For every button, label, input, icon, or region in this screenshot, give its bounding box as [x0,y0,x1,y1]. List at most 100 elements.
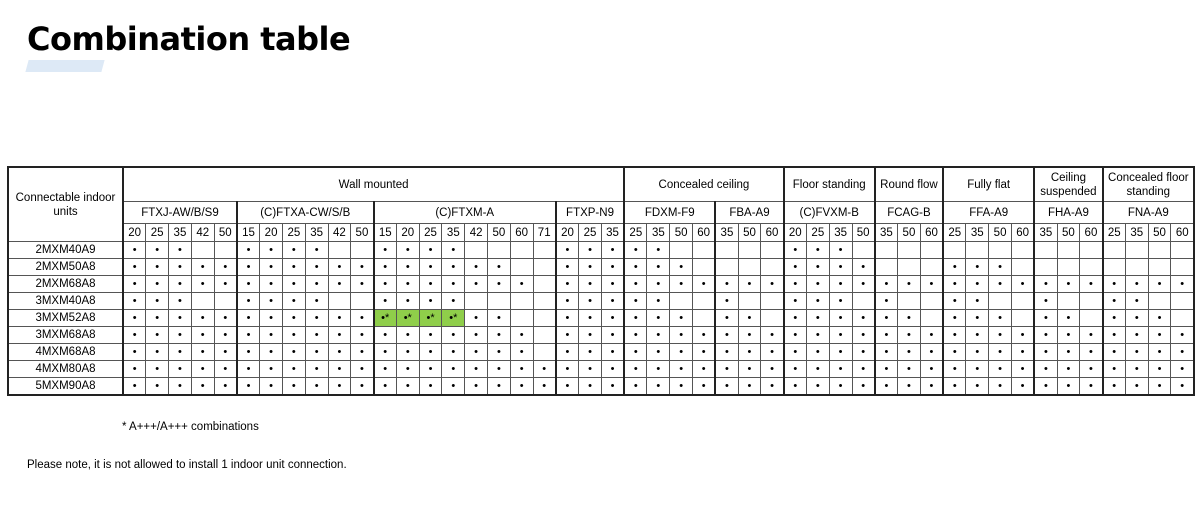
combination-cell: • [805,360,830,378]
category-header: Round flow [873,166,944,202]
size-header: 42 [327,223,352,242]
combination-cell: • [782,309,807,327]
combination-cell: • [372,258,397,276]
combination-cell: • [259,360,283,378]
table-row: 3MXM40A8 • • • • • • • • • • • • • • • • • • • • • • • • • • [7,292,1195,310]
combination-cell: • [122,377,147,396]
combination-cell: • [873,326,899,344]
combination-cell: • [646,275,671,293]
combination-cell: • [919,377,944,396]
combination-cell: • [304,241,329,259]
combination-cell: • [168,326,192,344]
combination-cell: • [669,309,694,327]
combination-cell: • [988,360,1012,378]
combination-cell: • [714,292,739,310]
combination-cell: • [168,343,192,361]
combination-cell: • [828,326,853,344]
combination-cell: • [828,258,853,276]
empty-cell [919,309,944,327]
combination-cell: • [782,292,807,310]
combination-cell: • [509,360,534,378]
title-underline-decoration [25,60,105,72]
combination-cell: • [1079,377,1104,396]
size-header: 35 [714,223,739,242]
combination-cell: • [782,377,807,396]
combination-cell: • [235,377,261,396]
combination-cell: • [623,241,648,259]
combination-cell: • [600,377,625,396]
empty-cell [1079,309,1104,327]
combination-cell: • [441,377,466,396]
combination-cell: • [487,309,511,327]
combination-cell: • [805,309,830,327]
combination-cell: • [805,275,830,293]
outdoor-unit-name: 3MXM52A8 [7,309,124,327]
model-header: FCAG-B [873,201,944,224]
model-header: FTXJ-AW/B/S9 [122,201,238,224]
combination-cell: • [919,360,944,378]
combination-cell: • [509,275,534,293]
row-header: Connectable indoor units [7,166,124,242]
model-header: FFA-A9 [942,201,1035,224]
combination-cell: • [509,377,534,396]
combination-cell: • [464,275,488,293]
page-title: Combination table [27,20,351,58]
combination-cell: • [554,258,580,276]
combination-cell: • [372,377,397,396]
combination-cell: • [168,292,192,310]
empty-cell [919,241,944,259]
combination-cell: • [578,309,602,327]
combination-cell: • [395,326,420,344]
combination-cell: • [281,326,306,344]
empty-cell [919,292,944,310]
empty-cell [1056,292,1081,310]
combination-cell: • [554,309,580,327]
combination-cell: • [304,343,329,361]
combination-cell: • [418,241,443,259]
combination-cell: • [168,309,192,327]
combination-cell: • [942,275,967,293]
combination-cell: • [464,258,488,276]
combination-cell: • [190,309,215,327]
empty-cell [1010,258,1035,276]
combination-cell: • [669,343,694,361]
combination-cell: • [1079,343,1104,361]
combination-cell: • [554,292,580,310]
empty-cell [464,241,488,259]
combination-cell: • [919,326,944,344]
combination-cell: • [122,275,147,293]
table-row: 3MXM52A8 • • • • • • • • • • • •* •* •* •* • • • • • • • • • • • • •… [7,309,1195,327]
combination-cell-aplus: •* [418,309,443,327]
empty-cell [213,292,238,310]
combination-cell: • [372,241,397,259]
empty-cell [1079,292,1104,310]
combination-cell: • [281,292,306,310]
combination-cell: • [897,326,921,344]
size-header: 35 [600,223,625,242]
combination-cell: • [259,343,283,361]
combination-cell: • [190,343,215,361]
combination-cell: • [122,292,147,310]
category-header: Wall mounted [121,166,625,202]
combination-cell: • [554,360,580,378]
combination-cell: • [1033,275,1058,293]
combination-cell: • [805,377,830,396]
empty-cell [532,292,557,310]
combination-cell: • [600,241,625,259]
combination-table: Connectable indoor units Wall mounted Conc… [7,166,1195,396]
combination-cell: • [851,309,876,327]
outdoor-unit-name: 2MXM40A9 [7,241,124,259]
empty-cell [692,258,716,276]
combination-cell: • [1033,377,1058,396]
combination-cell: • [304,326,329,344]
combination-cell: • [1056,309,1081,327]
size-header: 15 [235,223,261,242]
size-header: 50 [1056,223,1081,242]
combination-cell: • [441,343,466,361]
combination-cell: • [578,377,602,396]
empty-cell [509,292,534,310]
combination-cell: • [942,360,967,378]
combination-cell: • [828,241,853,259]
combination-cell: • [190,377,215,396]
combination-cell: • [1124,326,1149,344]
